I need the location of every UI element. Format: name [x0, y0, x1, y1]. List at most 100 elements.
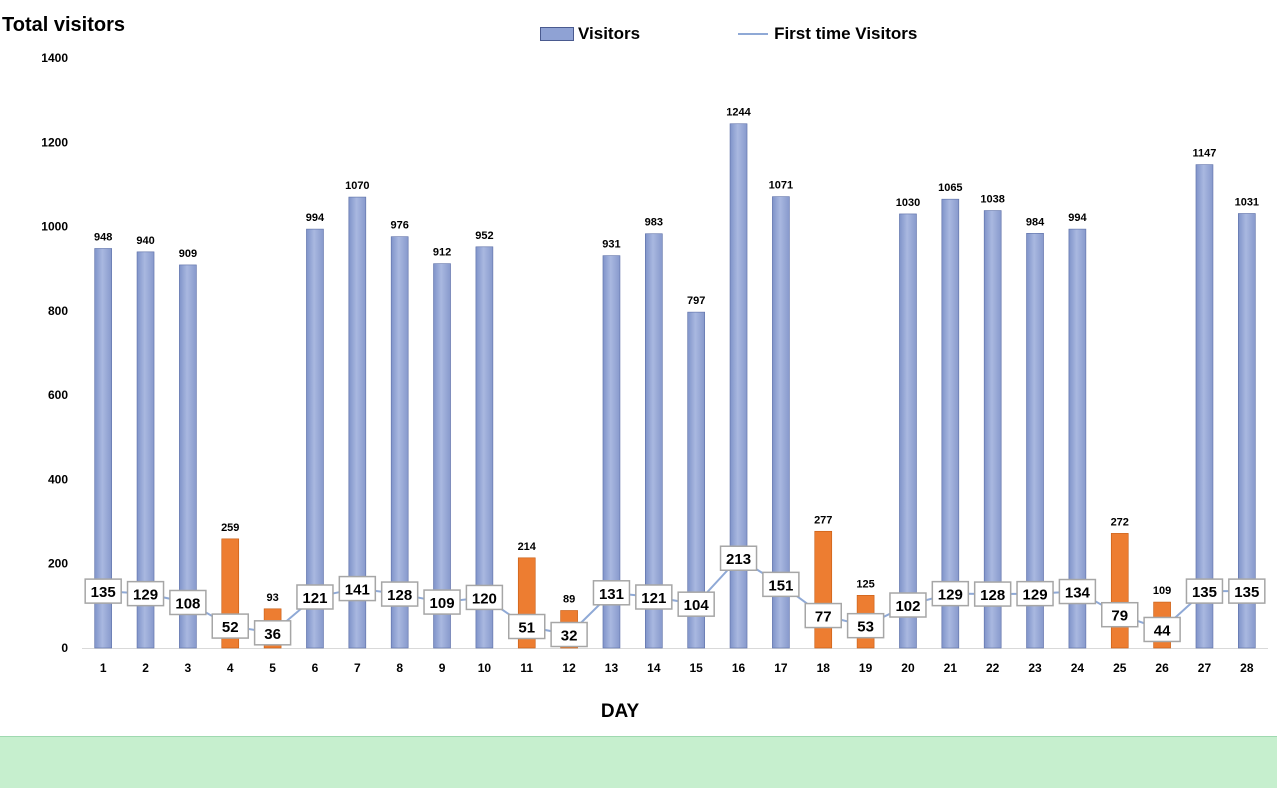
- x-tick-label: 21: [944, 661, 958, 675]
- line-point-label-box-day-7: [338, 575, 377, 602]
- y-tick-label: 1000: [41, 220, 68, 234]
- line-point-label-day-19: 53: [857, 619, 874, 636]
- x-tick-label: 26: [1155, 661, 1169, 675]
- line-point-label-box-day-1: [84, 578, 122, 604]
- legend-item-first-time-visitors: First time Visitors: [738, 24, 917, 44]
- bar-value-label-day-13: 931: [602, 239, 620, 251]
- line-point-label-box-day-16: [719, 545, 758, 571]
- x-axis-title: DAY: [601, 701, 640, 722]
- line-point-label-day-26: 44: [1154, 622, 1171, 639]
- x-tick-label: 19: [859, 661, 873, 675]
- line-point-label-day-27: 135: [1192, 584, 1217, 601]
- x-tick-label: 24: [1071, 661, 1085, 675]
- line-point-label-box-day-14: [635, 584, 673, 610]
- x-tick-label: 17: [774, 661, 788, 675]
- x-tick-label: 5: [269, 661, 276, 675]
- line-point-label-day-23: 129: [1023, 587, 1048, 604]
- line-point-label-day-1: 135: [91, 584, 116, 601]
- bar-day-21: [941, 198, 960, 649]
- bar-value-label-day-15: 797: [687, 295, 705, 307]
- bar-day-3: [179, 264, 197, 649]
- line-point-label-day-2: 129: [133, 587, 158, 604]
- x-tick-label: 1: [100, 661, 107, 675]
- line-point-label-day-21: 129: [938, 587, 963, 604]
- bar-day-16: [729, 123, 748, 649]
- bar-value-label-day-8: 976: [390, 220, 408, 232]
- y-tick-label: 200: [48, 557, 68, 571]
- line-point-label-day-25: 79: [1111, 608, 1128, 625]
- x-tick-label: 7: [354, 661, 361, 675]
- line-point-label-box-day-10: [465, 584, 504, 611]
- line-point-label-box-day-11: [508, 613, 546, 640]
- bar-day-15: [687, 311, 705, 649]
- line-point-label-day-13: 131: [599, 586, 624, 603]
- x-tick-label: 18: [817, 661, 831, 675]
- legend-label-visitors: Visitors: [578, 24, 641, 43]
- line-point-label-day-12: 32: [561, 628, 578, 645]
- line-point-label-box-day-2: [126, 580, 165, 607]
- line-point-label-day-20: 102: [895, 598, 920, 615]
- x-tick-label: 25: [1113, 661, 1127, 675]
- line-point-label-box-day-25: [1101, 601, 1139, 628]
- x-tick-label: 23: [1028, 661, 1042, 675]
- bar-value-label-day-14: 983: [645, 217, 663, 229]
- bar-day-8: [390, 236, 409, 649]
- line-point-label-box-day-24: [1058, 578, 1097, 605]
- x-tick-label: 11: [520, 661, 533, 675]
- line-point-label-day-15: 104: [684, 597, 710, 614]
- bar-day-28: [1238, 213, 1256, 649]
- bar-day-18: [814, 530, 833, 649]
- bar-day-13: [602, 255, 621, 649]
- line-point-label-box-day-19: [846, 612, 885, 639]
- legend-item-visitors: Visitors: [540, 24, 640, 44]
- legend-swatch-first-time-visitors: [738, 33, 769, 35]
- x-tick-label: 13: [605, 661, 619, 675]
- x-tick-label: 15: [689, 661, 703, 675]
- x-tick-label: 27: [1198, 661, 1212, 675]
- y-tick-label: 600: [48, 388, 68, 402]
- y-tick-label: 400: [48, 472, 68, 486]
- line-point-label-box-day-18: [804, 602, 842, 629]
- x-tick-label: 14: [647, 661, 661, 675]
- line-point-label-box-day-9: [423, 589, 461, 615]
- line-point-label-day-28: 135: [1234, 584, 1259, 601]
- line-point-label-box-day-6: [296, 584, 334, 610]
- y-tick-label: 1400: [41, 51, 68, 65]
- x-tick-label: 8: [396, 661, 403, 675]
- line-point-label-box-day-23: [1016, 580, 1054, 607]
- x-tick-label: 16: [732, 661, 746, 675]
- line-point-label-day-11: 51: [518, 620, 535, 637]
- bar-value-label-day-4: 259: [221, 522, 239, 534]
- line-point-label-box-day-17: [762, 571, 800, 598]
- line-point-label-box-day-3: [169, 589, 207, 616]
- bar-value-label-day-5: 93: [266, 592, 278, 604]
- line-point-label-box-day-12: [550, 621, 588, 648]
- line-point-label-day-18: 77: [815, 609, 832, 626]
- line-point-label-day-17: 151: [768, 577, 793, 594]
- bar-day-20: [899, 213, 917, 649]
- line-point-label-box-day-26: [1143, 616, 1181, 643]
- x-tick-label: 4: [227, 661, 234, 675]
- x-tick-label: 10: [478, 661, 492, 675]
- y-tick-label: 800: [48, 304, 68, 318]
- line-point-label-box-day-15: [677, 591, 715, 617]
- bar-value-label-day-23: 984: [1026, 216, 1045, 228]
- bar-value-label-day-1: 948: [94, 231, 112, 243]
- chart-plot: 0200400600800100012001400948194029093259…: [41, 51, 1268, 722]
- y-tick-label: 0: [61, 641, 68, 655]
- line-point-label-day-8: 128: [387, 587, 412, 604]
- bar-value-label-day-12: 89: [563, 593, 575, 605]
- bar-day-2: [136, 251, 155, 649]
- bar-day-9: [433, 263, 451, 649]
- bar-value-label-day-22: 1038: [980, 194, 1004, 206]
- bar-value-label-day-17: 1071: [769, 180, 793, 192]
- line-point-label-box-day-13: [592, 580, 631, 606]
- bar-value-label-day-28: 1031: [1235, 197, 1259, 209]
- bar-day-1: [94, 248, 112, 649]
- bar-day-23: [1026, 233, 1044, 649]
- x-tick-label: 28: [1240, 661, 1254, 675]
- line-point-label-day-22: 128: [980, 587, 1005, 604]
- bar-day-17: [772, 196, 790, 649]
- bar-value-label-day-2: 940: [136, 235, 154, 247]
- line-point-label-box-day-28: [1228, 578, 1266, 604]
